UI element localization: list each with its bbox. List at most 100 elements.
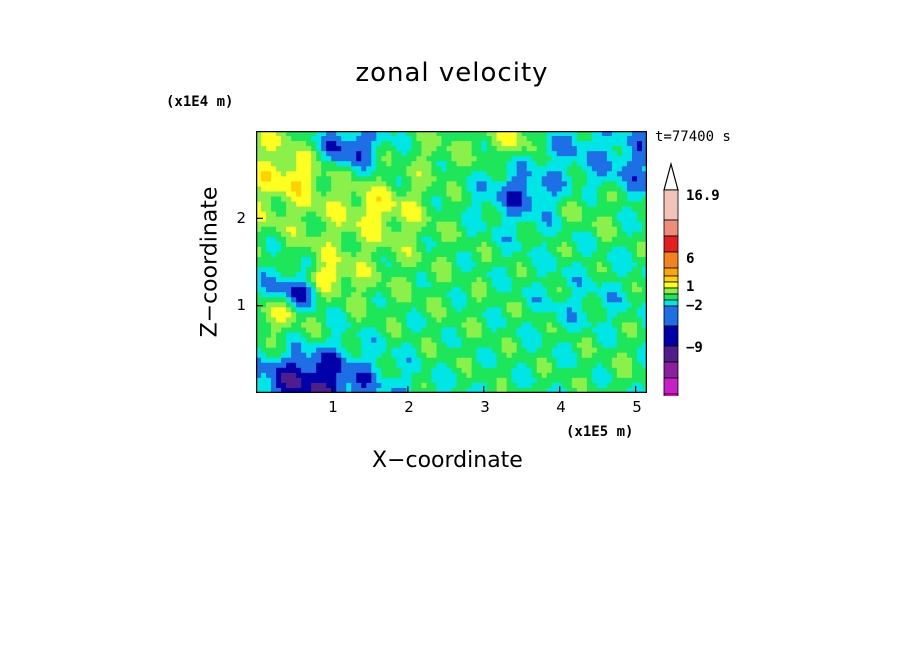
heatmap-cell <box>311 166 317 172</box>
heatmap-cell <box>561 312 568 319</box>
heatmap-cell <box>256 287 262 293</box>
heatmap-cell <box>551 267 558 273</box>
heatmap-cell <box>486 131 493 137</box>
heatmap-cell <box>556 236 563 243</box>
heatmap-cell <box>431 141 438 147</box>
heatmap-cell <box>321 287 327 293</box>
heatmap-cell <box>271 241 277 248</box>
heatmap-cell <box>336 322 342 329</box>
heatmap-cell <box>361 201 367 208</box>
heatmap-cell <box>431 196 438 203</box>
heatmap-cell <box>416 156 423 162</box>
heatmap-cell <box>316 262 322 268</box>
heatmap-cell <box>441 186 448 193</box>
heatmap-cell <box>401 297 407 303</box>
heatmap-cell <box>386 226 392 233</box>
heatmap-cell <box>336 231 342 238</box>
heatmap-cell <box>641 241 647 248</box>
heatmap-cell <box>471 322 478 329</box>
heatmap-cell <box>641 211 647 218</box>
heatmap-cell <box>461 352 468 359</box>
heatmap-cell <box>526 347 533 354</box>
heatmap-cell <box>581 251 588 258</box>
heatmap-cell <box>411 362 418 369</box>
heatmap-cell <box>316 256 322 263</box>
heatmap-cell <box>406 166 412 172</box>
heatmap-cell <box>456 131 463 137</box>
heatmap-cell <box>421 352 428 359</box>
heatmap-cell <box>456 332 463 339</box>
heatmap-cell <box>561 302 568 308</box>
heatmap-cell <box>421 387 428 393</box>
heatmap-cell <box>396 337 402 344</box>
heatmap-cell <box>326 287 332 293</box>
heatmap-cell <box>336 181 342 188</box>
heatmap-cell <box>546 211 553 218</box>
heatmap-cell <box>406 141 412 147</box>
heatmap-cell <box>581 307 588 313</box>
heatmap-cell <box>441 312 448 319</box>
heatmap-cell <box>296 367 302 374</box>
heatmap-cell <box>596 221 603 228</box>
heatmap-cell <box>356 231 362 238</box>
colorbar <box>663 161 679 396</box>
heatmap-cell <box>356 317 362 324</box>
heatmap-cell <box>321 327 327 334</box>
heatmap-cell <box>636 352 643 359</box>
heatmap-cell <box>591 171 598 177</box>
heatmap-cell <box>461 236 468 243</box>
heatmap-cell <box>366 367 372 374</box>
heatmap-cell <box>486 256 493 263</box>
heatmap-cell <box>321 272 327 278</box>
heatmap-cell <box>576 267 583 273</box>
heatmap-cell <box>281 362 287 369</box>
heatmap-cell <box>416 312 423 319</box>
heatmap-cell <box>266 156 272 162</box>
heatmap-cell <box>321 282 327 288</box>
heatmap-cell <box>291 382 297 389</box>
heatmap-cell <box>526 367 533 374</box>
heatmap-cell <box>361 362 367 369</box>
heatmap-cell <box>421 372 428 379</box>
heatmap-cell <box>271 267 277 273</box>
heatmap-cell <box>556 206 563 213</box>
heatmap-cell <box>441 292 448 298</box>
heatmap-cell <box>421 337 428 344</box>
heatmap-cell <box>371 297 377 303</box>
heatmap-cell <box>491 287 498 293</box>
heatmap-cell <box>501 312 508 319</box>
heatmap-cell <box>546 322 553 329</box>
heatmap-cell <box>601 216 608 223</box>
heatmap-cell <box>386 241 392 248</box>
heatmap-cell <box>291 186 297 193</box>
heatmap-cell <box>336 337 342 344</box>
heatmap-cell <box>476 362 483 369</box>
heatmap-cell <box>511 352 518 359</box>
heatmap-cell <box>606 181 613 188</box>
heatmap-cell <box>401 171 407 177</box>
heatmap-cell <box>596 256 603 263</box>
heatmap-cell <box>356 151 362 157</box>
heatmap-cell <box>471 317 478 324</box>
heatmap-cell <box>541 226 548 233</box>
heatmap-cell <box>496 267 503 273</box>
heatmap-cell <box>391 241 397 248</box>
heatmap-cell <box>306 211 312 218</box>
heatmap-cell <box>471 136 478 142</box>
heatmap-cell <box>291 342 297 349</box>
heatmap-cell <box>331 221 337 228</box>
heatmap-cell <box>621 317 628 324</box>
heatmap-cell <box>366 171 372 177</box>
heatmap-cell <box>551 136 558 142</box>
heatmap-cell <box>276 362 282 369</box>
heatmap-cell <box>261 302 267 308</box>
heatmap-cell <box>586 226 593 233</box>
heatmap-cell <box>411 231 418 238</box>
heatmap-cell <box>406 277 412 283</box>
heatmap-cell <box>331 282 337 288</box>
heatmap-cell <box>476 342 483 349</box>
heatmap-cell <box>461 367 468 374</box>
heatmap-cell <box>361 307 367 313</box>
heatmap-cell <box>536 231 543 238</box>
colorbar-segment <box>663 361 679 379</box>
